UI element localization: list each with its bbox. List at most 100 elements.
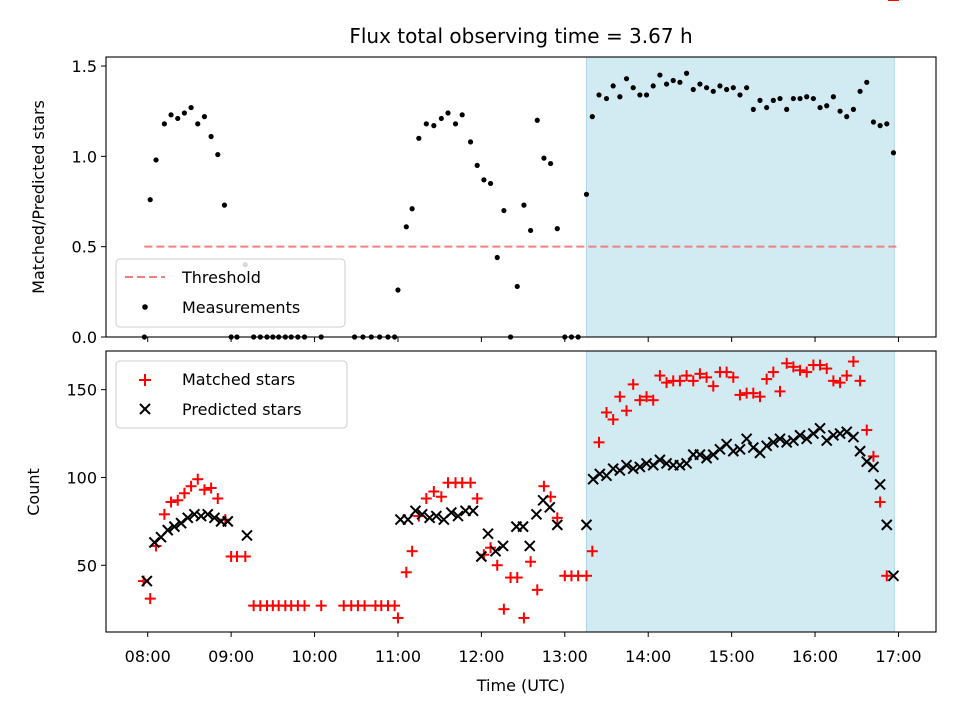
predicted-point — [467, 505, 479, 517]
matched-point — [435, 491, 447, 503]
measurement-point — [630, 85, 636, 91]
matched-point — [580, 570, 592, 582]
measurement-point — [784, 106, 790, 112]
matched-point — [150, 540, 162, 552]
x-tick-label: 09:00 — [208, 647, 254, 666]
predicted-point — [854, 445, 866, 457]
count-panel-frame — [105, 350, 937, 633]
measurement-point — [670, 77, 676, 84]
x-tick-label: 17:00 — [875, 647, 921, 666]
predicted-point — [594, 468, 606, 480]
matched-point — [178, 487, 190, 499]
measurement-point — [870, 119, 877, 125]
y-tick-label: 150 — [66, 381, 97, 400]
matched-point — [392, 612, 404, 624]
matched-point — [654, 370, 666, 382]
measurement-point — [188, 104, 194, 111]
matched-point — [754, 391, 766, 403]
matched-point — [192, 473, 204, 485]
matched-point — [465, 477, 477, 489]
measurement-point — [221, 202, 228, 208]
matched-point — [498, 603, 510, 615]
measurement-point — [416, 135, 422, 141]
x-tick-label: 12:00 — [458, 647, 504, 666]
matched-point — [847, 356, 859, 368]
predicted-point — [182, 512, 194, 524]
predicted-point — [640, 457, 653, 470]
measurement-point — [195, 121, 201, 127]
predicted-point — [814, 422, 826, 434]
matched-point — [471, 493, 483, 505]
matched-point — [774, 385, 786, 397]
matched-point — [614, 391, 626, 403]
chart-title: Flux total observing time = 3.67 h — [349, 24, 692, 48]
observing-window-top — [585, 56, 895, 338]
matched-point — [406, 545, 418, 557]
predicted-point — [727, 445, 740, 457]
measurement-point — [153, 157, 159, 163]
matched-point — [734, 389, 746, 401]
matched-point — [861, 424, 873, 436]
predicted-point — [208, 512, 221, 524]
matched-point — [834, 377, 846, 389]
measurement-point — [603, 95, 610, 102]
matched-point — [707, 380, 719, 392]
predicted-point — [740, 433, 753, 445]
matched-point — [681, 370, 693, 382]
predicted-point — [141, 575, 153, 587]
predicted-point — [222, 515, 234, 528]
measurement-point — [147, 197, 153, 203]
measurement-point — [514, 283, 520, 290]
measurement-point — [844, 114, 850, 120]
measurement-point — [663, 81, 670, 87]
matched-point — [205, 482, 217, 494]
predicted-point — [627, 462, 639, 475]
measurement-point — [730, 85, 736, 91]
predicted-point — [874, 478, 886, 491]
predicted-point — [654, 454, 666, 466]
predicted-point — [517, 520, 529, 533]
measurement-point — [637, 92, 643, 98]
x-tick-label: 15:00 — [709, 647, 755, 666]
measurement-point — [810, 95, 816, 102]
predicted-point — [794, 429, 806, 442]
x-tick-label: 13:00 — [542, 647, 588, 666]
matched-point — [874, 496, 886, 508]
measurement-point — [161, 121, 167, 127]
matched-point — [674, 375, 686, 387]
matched-point — [854, 375, 866, 387]
predicted-legend-label: Predicted stars — [182, 400, 302, 419]
measurement-point — [890, 150, 897, 156]
measurement-point — [677, 79, 683, 85]
measurement-point — [521, 202, 527, 208]
measurement-point — [790, 95, 796, 102]
matched-point — [518, 612, 530, 624]
measurement-point — [168, 112, 174, 118]
matched-point — [694, 368, 706, 380]
measurement-point — [877, 123, 883, 129]
measurement-point — [623, 76, 630, 82]
measurement-point — [589, 114, 595, 120]
predicted-point — [734, 443, 746, 456]
measurement-point — [467, 139, 474, 145]
measurement-point — [181, 110, 188, 116]
count-x-ticks: 08:00 09:00 10:00 11:00 12:00 13:00 14:00 15:00… — [125, 632, 922, 666]
matched-point — [607, 413, 619, 425]
predicted-point — [694, 448, 706, 461]
measurement-point — [857, 88, 863, 94]
matched-point — [531, 584, 543, 596]
measurement-point — [395, 287, 401, 293]
ratio-marks — [141, 70, 897, 340]
matched-point — [621, 405, 633, 417]
measurement-point — [527, 227, 534, 234]
x-tick-label: 08:00 — [125, 647, 171, 666]
count-legend-box — [115, 360, 348, 429]
matched-point — [867, 450, 879, 462]
measurement-point — [744, 85, 750, 91]
measurement-point — [541, 155, 547, 161]
predicted-point — [680, 457, 693, 470]
predicted-point — [774, 433, 786, 445]
measurement-point — [596, 92, 602, 98]
measurements-legend-label: Measurements — [182, 298, 300, 317]
x-tick-label: 10:00 — [291, 647, 337, 666]
